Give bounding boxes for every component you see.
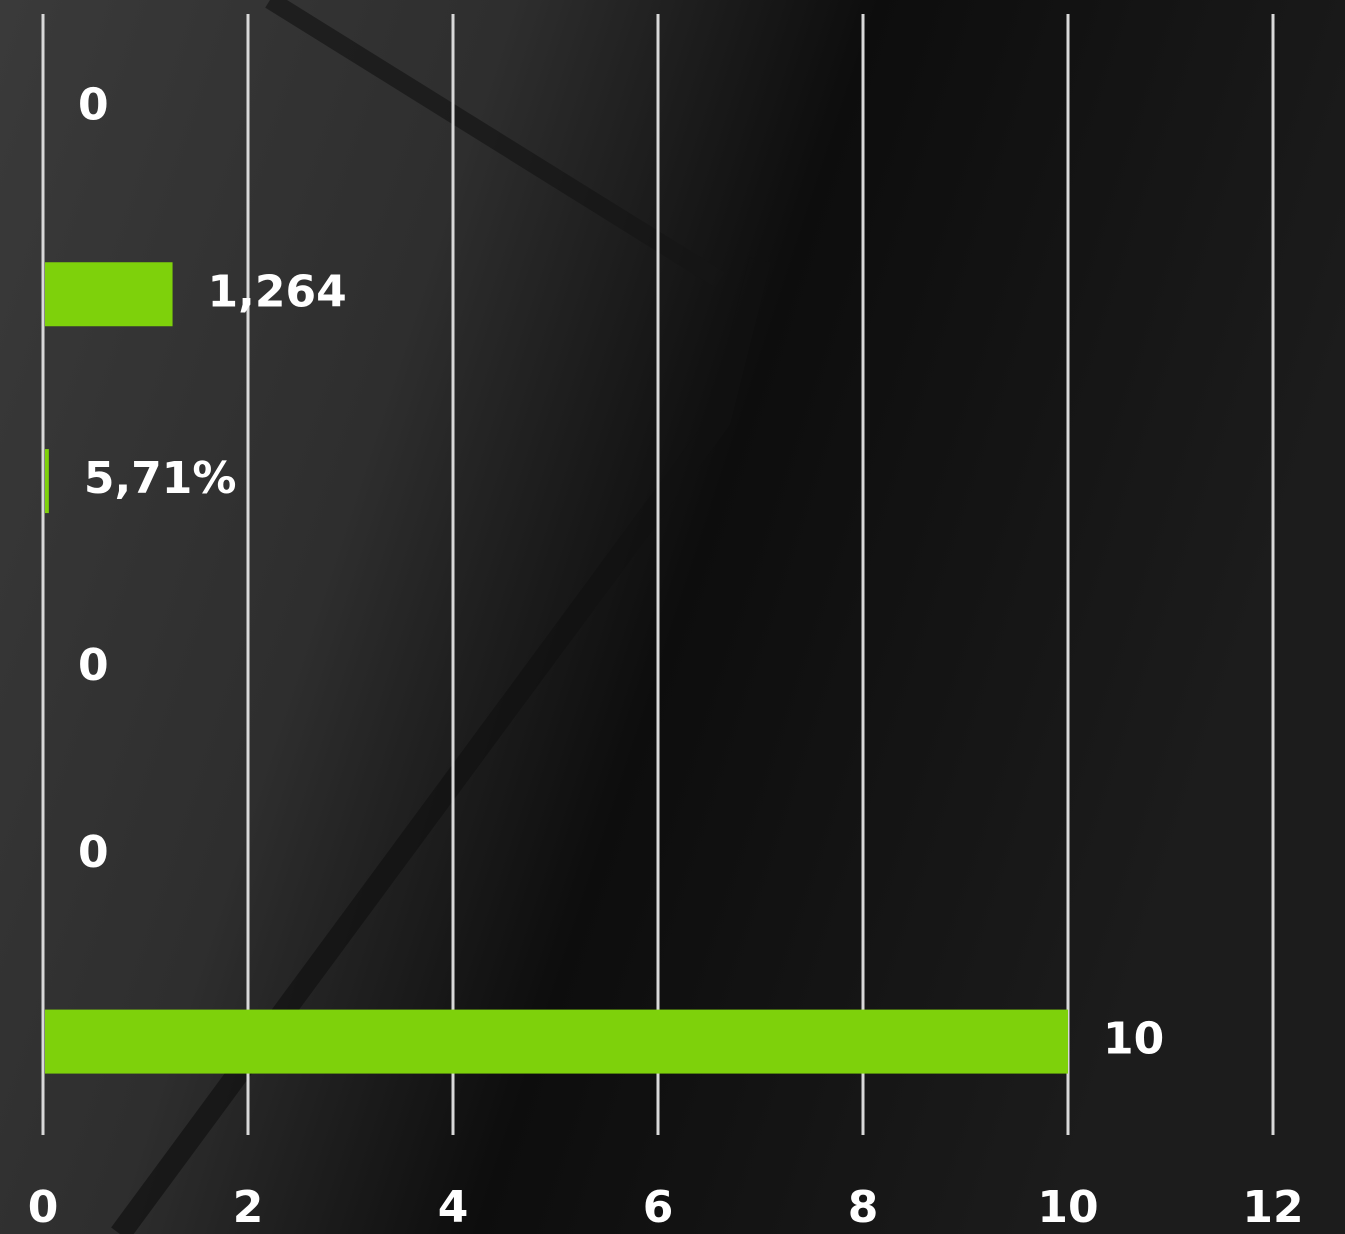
bar bbox=[45, 449, 49, 514]
x-tick-label: 2 bbox=[233, 1182, 264, 1233]
x-tick-label: 0 bbox=[28, 1182, 59, 1233]
x-tick-label: 4 bbox=[438, 1182, 469, 1233]
data-label: 1,264 bbox=[208, 266, 347, 317]
bar bbox=[45, 262, 173, 327]
x-tick-label: 6 bbox=[643, 1182, 674, 1233]
bar bbox=[45, 1009, 1068, 1074]
data-label: 0 bbox=[78, 640, 109, 691]
x-tick-label: 10 bbox=[1037, 1182, 1098, 1233]
data-label: 10 bbox=[1103, 1014, 1164, 1065]
data-label: 5,71% bbox=[84, 453, 237, 504]
x-tick-label: 12 bbox=[1242, 1182, 1303, 1233]
background-branch bbox=[265, 0, 725, 288]
data-label: 0 bbox=[78, 827, 109, 878]
data-label: 0 bbox=[78, 79, 109, 130]
background-branch bbox=[111, 257, 771, 1234]
x-tick-label: 8 bbox=[848, 1182, 879, 1233]
